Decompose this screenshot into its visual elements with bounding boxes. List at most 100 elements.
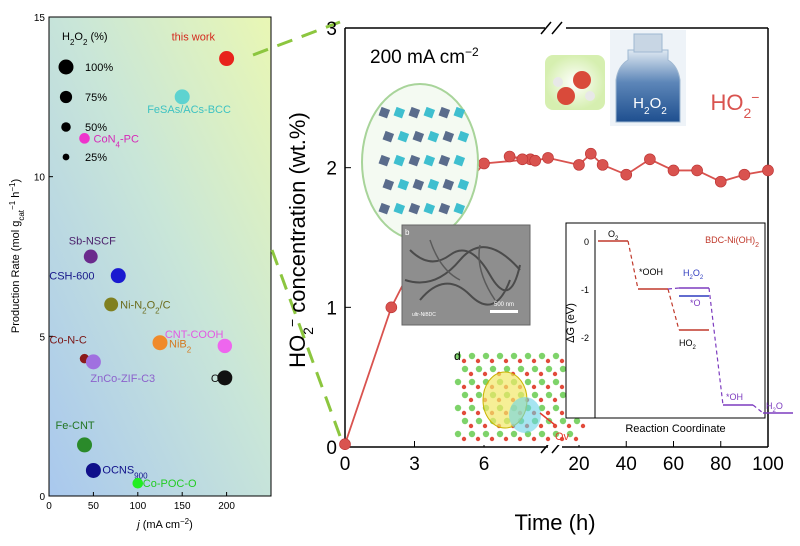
legend-marker	[62, 153, 70, 161]
dft-atom-ni	[468, 404, 476, 412]
scatter-point	[79, 133, 90, 144]
left-x-label: j (mA cm−2)	[135, 517, 193, 532]
scatter-point	[152, 335, 168, 351]
legend-title-title-a: H	[62, 31, 70, 43]
scatter-points: this work FeSAs/ACs-BCC CoN4-PC Sb-NSCF CSH-…	[49, 32, 235, 490]
dft-atom-o	[503, 358, 509, 364]
right-y-tick-label: 3	[326, 19, 337, 40]
fe-step-label-label-a: O	[608, 229, 615, 239]
right-y-tick-label: 1	[326, 298, 337, 319]
fe-step-label-label: *O	[690, 298, 701, 308]
scatter-point-label-label-b: O	[147, 299, 156, 311]
dft-atom-o	[524, 371, 530, 377]
dft-atom-o	[559, 358, 565, 364]
lattice-block	[427, 178, 440, 191]
fe-step-label-label-sub: 2	[693, 345, 697, 351]
right-y-label-sub: 2	[300, 327, 316, 335]
axis-break-mark	[540, 21, 552, 35]
right-y-label-sup: −	[284, 319, 300, 327]
left-y-tick-label: 0	[39, 492, 45, 503]
lattice-block	[427, 130, 440, 143]
dft-atom-ni	[552, 352, 560, 360]
fe-connector	[627, 240, 639, 290]
fe-step-label-label-sub: 2	[773, 408, 777, 414]
svg-text:HO2− concentration (wt.%): HO2− concentration (wt.%)	[284, 112, 316, 368]
dft-atom-ni	[454, 430, 462, 438]
fe-step-label: H2O	[766, 401, 783, 414]
species-label: HO2−	[711, 89, 760, 121]
dft-atom-o	[468, 371, 474, 377]
lattice-block	[408, 202, 421, 215]
left-y-tick-label: 5	[39, 332, 45, 343]
series-point	[573, 159, 585, 171]
fe-step-label-label: *OH	[726, 392, 743, 402]
scatter-point-label-label: ZnCo-ZIF-C3	[90, 373, 155, 385]
scatter-point	[110, 268, 126, 284]
right-title-main: 200 mA cm	[370, 47, 465, 68]
dft-atom-o	[461, 436, 467, 442]
dft-atom-ni	[538, 352, 546, 360]
lattice-block	[438, 106, 451, 119]
right-x-tick-label: 0	[340, 454, 351, 475]
scatter-point-label: Ni-N2O2/C	[120, 299, 171, 315]
dft-atom-ni	[496, 430, 504, 438]
dft-atom-o	[475, 358, 481, 364]
lattice-block	[423, 202, 436, 215]
scatter-point-label-label: CSH-600	[49, 271, 94, 283]
lattice-block	[457, 178, 470, 191]
scatter-point-label-label-sub: 900	[134, 471, 148, 480]
zoom-connector	[252, 20, 346, 448]
dft-atom-ni	[531, 365, 539, 373]
left-y-label-exp2: −1	[8, 182, 17, 192]
dft-atom-o	[545, 384, 551, 390]
scatter-point-label: Co-N-C	[50, 335, 87, 347]
right-title-exp: −2	[465, 45, 479, 59]
legend-marker	[61, 122, 71, 132]
legend-entry-label: 100%	[85, 62, 113, 74]
scatter-point-label-label: FeSAs/ACs-BCC	[147, 104, 231, 116]
dft-atom-o	[538, 371, 544, 377]
fe-step-label-label-a: H	[683, 268, 690, 278]
dft-atom-ni	[496, 352, 504, 360]
fe-step-label: *OH	[726, 392, 743, 402]
dft-atom-ni	[482, 352, 490, 360]
dft-atom-o	[517, 436, 523, 442]
scatter-point-label: CSH-600	[49, 271, 94, 283]
scale-bar-label: 500 nm	[494, 302, 514, 308]
scatter-point-label-label: this work	[172, 32, 216, 44]
scatter-point	[85, 462, 101, 478]
left-y-label: Production Rate (mol gcat−1 h−1)	[8, 179, 26, 333]
legend-title-title-sub2: 2	[83, 38, 88, 47]
dft-atom-o	[538, 423, 544, 429]
scatter-point-label: CNT-COOH	[165, 329, 224, 341]
scatter-point-label-label: Co-N-C	[50, 335, 87, 347]
scatter-point-label: Sb-NSCF	[69, 236, 116, 248]
fe-connector	[752, 404, 764, 414]
legend: H2O2 (%)100%75%50%25%	[58, 31, 113, 164]
species-label-sup: −	[751, 89, 759, 105]
dft-atom-o	[559, 384, 565, 390]
crystal-lattice	[378, 106, 470, 215]
lattice-block	[457, 130, 470, 143]
lattice-block	[393, 202, 406, 215]
fe-step-label-label-sub2: 2	[700, 275, 704, 281]
left-x-tick-label: 0	[46, 501, 52, 512]
dft-atom-ni	[545, 365, 553, 373]
lattice-block	[423, 106, 436, 119]
left-y-tick-label: 15	[34, 13, 46, 24]
left-y-label-close: )	[10, 179, 22, 183]
scatter-point-label-label-b: -PC	[120, 133, 139, 145]
free-energy-inset: 0 -1 -2 ΔG (eV) Reaction Coordinate BDC-Ni(OH…	[565, 222, 793, 435]
dft-atom-o	[531, 384, 537, 390]
bottle-label-sub1: 2	[644, 106, 650, 117]
dft-atom-ni	[468, 352, 476, 360]
lattice-block	[378, 106, 391, 119]
fe-step-label: HO2	[679, 338, 697, 351]
scatter-point-label-label: C	[211, 373, 219, 385]
fe-y-tick-label: -1	[581, 285, 589, 295]
scatter-point-label-label-c: /C	[160, 299, 171, 311]
right-x-tick-label: 100	[752, 454, 784, 475]
series-point	[339, 438, 351, 451]
fe-y-label: ΔG (eV)	[565, 303, 577, 343]
